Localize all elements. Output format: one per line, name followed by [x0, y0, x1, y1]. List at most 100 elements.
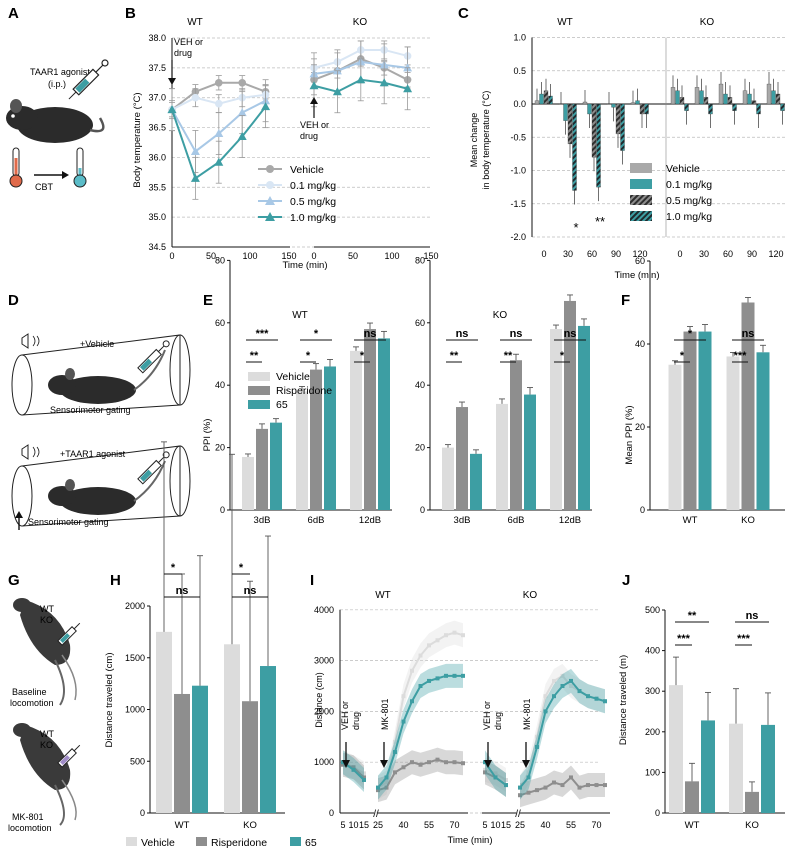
bottom-legend: Vehicle Risperidone 65 [126, 837, 317, 848]
panel-letter-c: C [458, 5, 469, 22]
data-point [401, 765, 406, 770]
data-point [577, 785, 582, 790]
x-tick-label-ko: 100 [384, 251, 399, 261]
y-tick-label: 35.5 [148, 182, 166, 192]
y-axis-label: Distance traveled (cm) [104, 652, 115, 747]
data-point [444, 673, 448, 678]
bar-0.1 mg/kg [587, 103, 592, 115]
legend-label: Risperidone [211, 837, 267, 848]
legend-label: 1.0 mg/kg [666, 211, 712, 223]
data-point [403, 84, 413, 93]
thermometer-cold-icon [73, 147, 87, 188]
data-point [362, 775, 366, 780]
x-tick-label-ko: 0 [311, 251, 316, 261]
legend: Vehicle 0.1 mg/kg 0.5 mg/kg 1.0 mg/kg [258, 164, 336, 224]
data-point [452, 760, 457, 765]
y-tick-label: 80 [215, 255, 225, 265]
data-point [167, 105, 177, 114]
wt-label: WT [40, 604, 54, 614]
ko-label: KO [40, 740, 53, 750]
agonist-label: +TAAR1 agonist [60, 449, 126, 459]
mouse-icon [13, 723, 77, 826]
significance-label: *** [256, 328, 270, 340]
bar-Vehicle [606, 103, 612, 105]
arrow-head-icon [15, 511, 23, 518]
data-point [427, 760, 431, 765]
data-point [560, 673, 565, 678]
annotation-mk801: MK-801 [380, 698, 390, 730]
speaker-icon [21, 333, 29, 349]
bar-Vehicle [242, 456, 254, 510]
bar-Risperidone [174, 693, 190, 813]
annotation-veh-drug: drug [493, 712, 503, 730]
y-tick-label: 0 [655, 808, 660, 818]
bar-0.5 mg/kg [615, 103, 621, 135]
x-tick-label: WT [175, 820, 190, 831]
x-tick-label-ko: 50 [348, 251, 358, 261]
data-point [535, 734, 539, 739]
y-tick-label: 0.5 [513, 66, 526, 76]
bar-65 [701, 720, 715, 813]
legend-label: Vehicle [141, 837, 175, 848]
x-tick-label: 0 [541, 249, 546, 259]
thermometer-hot-icon [9, 147, 23, 188]
x-tick-label-wt: 150 [281, 251, 296, 261]
data-point [603, 699, 607, 704]
bar-Risperidone [256, 428, 268, 510]
significance-label: * [360, 350, 365, 362]
syringe-icon [57, 744, 81, 768]
x-tick-label: 10 [348, 820, 358, 830]
y-tick-label: 35.0 [148, 212, 166, 222]
bar-Risperidone [685, 781, 699, 813]
y-axis-label-2: in body temperature (°C) [481, 91, 491, 190]
x-tick-label: 15 [501, 820, 511, 830]
x-axis-label: Time (min) [282, 260, 327, 271]
mean-ppi-chart: 0 20 40 60 WT ** KO ns *** [635, 256, 785, 526]
annotation-mk801: MK-801 [522, 698, 532, 730]
legend-marker [265, 196, 275, 205]
data-point [418, 684, 423, 688]
y-axis-label: Body temperature (°C) [132, 92, 143, 187]
data-point [526, 790, 531, 795]
data-point [356, 75, 366, 84]
data-point [518, 793, 522, 798]
data-point [586, 783, 590, 788]
bar-65 [578, 325, 590, 510]
legend-swatch [248, 386, 270, 395]
y-tick-label: 40 [635, 339, 645, 349]
panel-j: Distance traveled (m) 0 100 200 300 400 500 WT… [618, 605, 785, 831]
x-tick-label: 60 [587, 249, 597, 259]
y-tick-label: 40 [415, 380, 425, 390]
syringe-icon [137, 340, 170, 374]
bar-0.5 mg/kg [543, 90, 549, 105]
data-point [435, 676, 440, 681]
x-tick-label-wt: 0 [169, 251, 174, 261]
mouse-head-icon [48, 375, 76, 395]
significance-label: ** [504, 350, 513, 362]
significance-label: * [560, 350, 565, 362]
data-point [376, 788, 380, 793]
bar-Risperidone [741, 302, 755, 510]
significance-label: ns [510, 328, 523, 340]
tube-end [11, 354, 33, 416]
data-point [410, 760, 414, 765]
y-tick-label: 34.5 [148, 242, 166, 252]
x-tick-label: 10 [490, 820, 500, 830]
y-tick-label: 4000 [314, 605, 334, 615]
annotation-veh-drug: drug [351, 712, 361, 730]
legend: Vehicle Risperidone 65 [248, 371, 332, 411]
y-tick-label: -1.0 [510, 166, 526, 176]
bar-0.5 mg/kg [639, 103, 645, 115]
data-point [493, 775, 498, 780]
bar-Vehicle [694, 87, 700, 105]
legend-label: Vehicle [666, 163, 700, 175]
bar-Vehicle [726, 356, 740, 510]
data-point [410, 668, 414, 673]
y-tick-label: 500 [645, 605, 660, 615]
bar-1.0 mg/kg [548, 95, 553, 105]
y-tick-label: 1500 [125, 653, 145, 663]
data-point [362, 771, 366, 776]
bar-65 [378, 338, 390, 510]
significance-label: * [680, 350, 685, 362]
panel-letter-d: D [8, 292, 19, 309]
